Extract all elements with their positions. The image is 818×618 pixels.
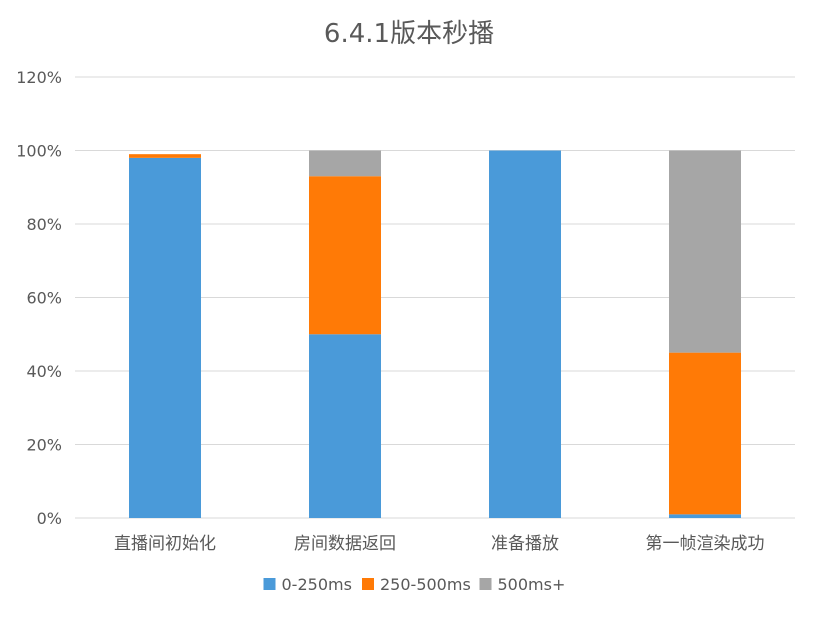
y-tick-label: 20% (26, 436, 62, 455)
bar-segment (129, 154, 201, 158)
x-tick-label: 房间数据返回 (294, 534, 396, 554)
y-tick-label: 120% (16, 68, 62, 87)
legend-swatch (263, 578, 276, 590)
legend: 0-250ms 250-500ms 500ms+ (263, 575, 566, 594)
y-axis-tick-labels: 0% 20% 40% 60% 80% 100% 120% (16, 68, 62, 528)
y-tick-label: 100% (16, 142, 62, 161)
bar-segment (129, 157, 201, 518)
legend-swatch (362, 578, 374, 590)
x-tick-label: 直播间初始化 (114, 534, 216, 554)
legend-label: 250-500ms (380, 575, 471, 594)
bar-segment (669, 514, 741, 518)
chart-title: 6.4.1版本秒播 (324, 19, 494, 49)
legend-swatch (479, 578, 492, 590)
legend-label: 0-250ms (282, 575, 352, 594)
y-tick-label: 40% (26, 362, 62, 381)
bar-segment (309, 334, 381, 518)
y-tick-label: 0% (37, 509, 62, 528)
x-axis-tick-labels: 直播间初始化 房间数据返回 准备播放 第一帧渲染成功 (114, 534, 765, 554)
bar-segment (309, 176, 381, 335)
x-tick-label: 第一帧渲染成功 (646, 534, 765, 554)
y-tick-label: 80% (26, 215, 62, 234)
legend-label: 500ms+ (498, 575, 566, 594)
bar-segment (669, 352, 741, 515)
bar-layer (129, 150, 741, 518)
bar-segment (309, 150, 381, 177)
y-tick-label: 60% (26, 289, 62, 308)
bar-segment (489, 150, 561, 518)
bar-segment (669, 150, 741, 353)
x-tick-label: 准备播放 (491, 534, 559, 554)
